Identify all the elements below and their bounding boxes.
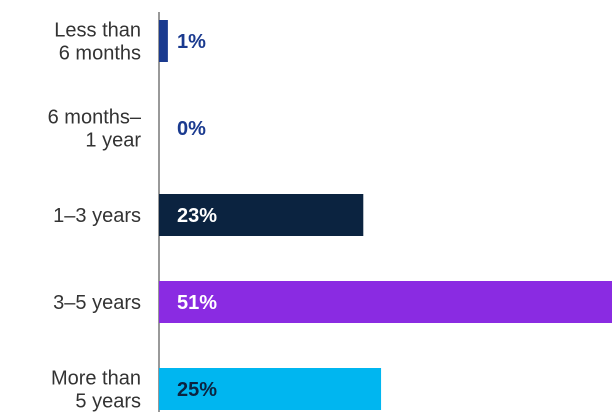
bar-2 bbox=[159, 194, 364, 236]
value-label-3: 51% bbox=[177, 292, 217, 314]
category-labels-group: Less than 6 months 6 months– 1 year 1–3 year… bbox=[48, 20, 142, 413]
value-labels-group: 1% 0% 23% 51% 25% bbox=[177, 31, 217, 401]
value-label-1: 0% bbox=[177, 118, 206, 140]
category-label-0: Less than 6 months bbox=[54, 20, 141, 65]
bar-3 bbox=[159, 281, 612, 323]
value-label-0: 1% bbox=[177, 31, 206, 53]
category-label-3: 3–5 years bbox=[53, 292, 141, 314]
value-label-4: 25% bbox=[177, 379, 217, 401]
category-label-4: More than 5 years bbox=[51, 368, 141, 413]
value-label-2: 23% bbox=[177, 205, 217, 227]
bar-0 bbox=[159, 20, 168, 62]
category-label-2: 1–3 years bbox=[53, 205, 141, 227]
bar-4 bbox=[159, 368, 382, 410]
category-label-1: 6 months– 1 year bbox=[48, 107, 142, 152]
bars-group bbox=[159, 20, 612, 410]
